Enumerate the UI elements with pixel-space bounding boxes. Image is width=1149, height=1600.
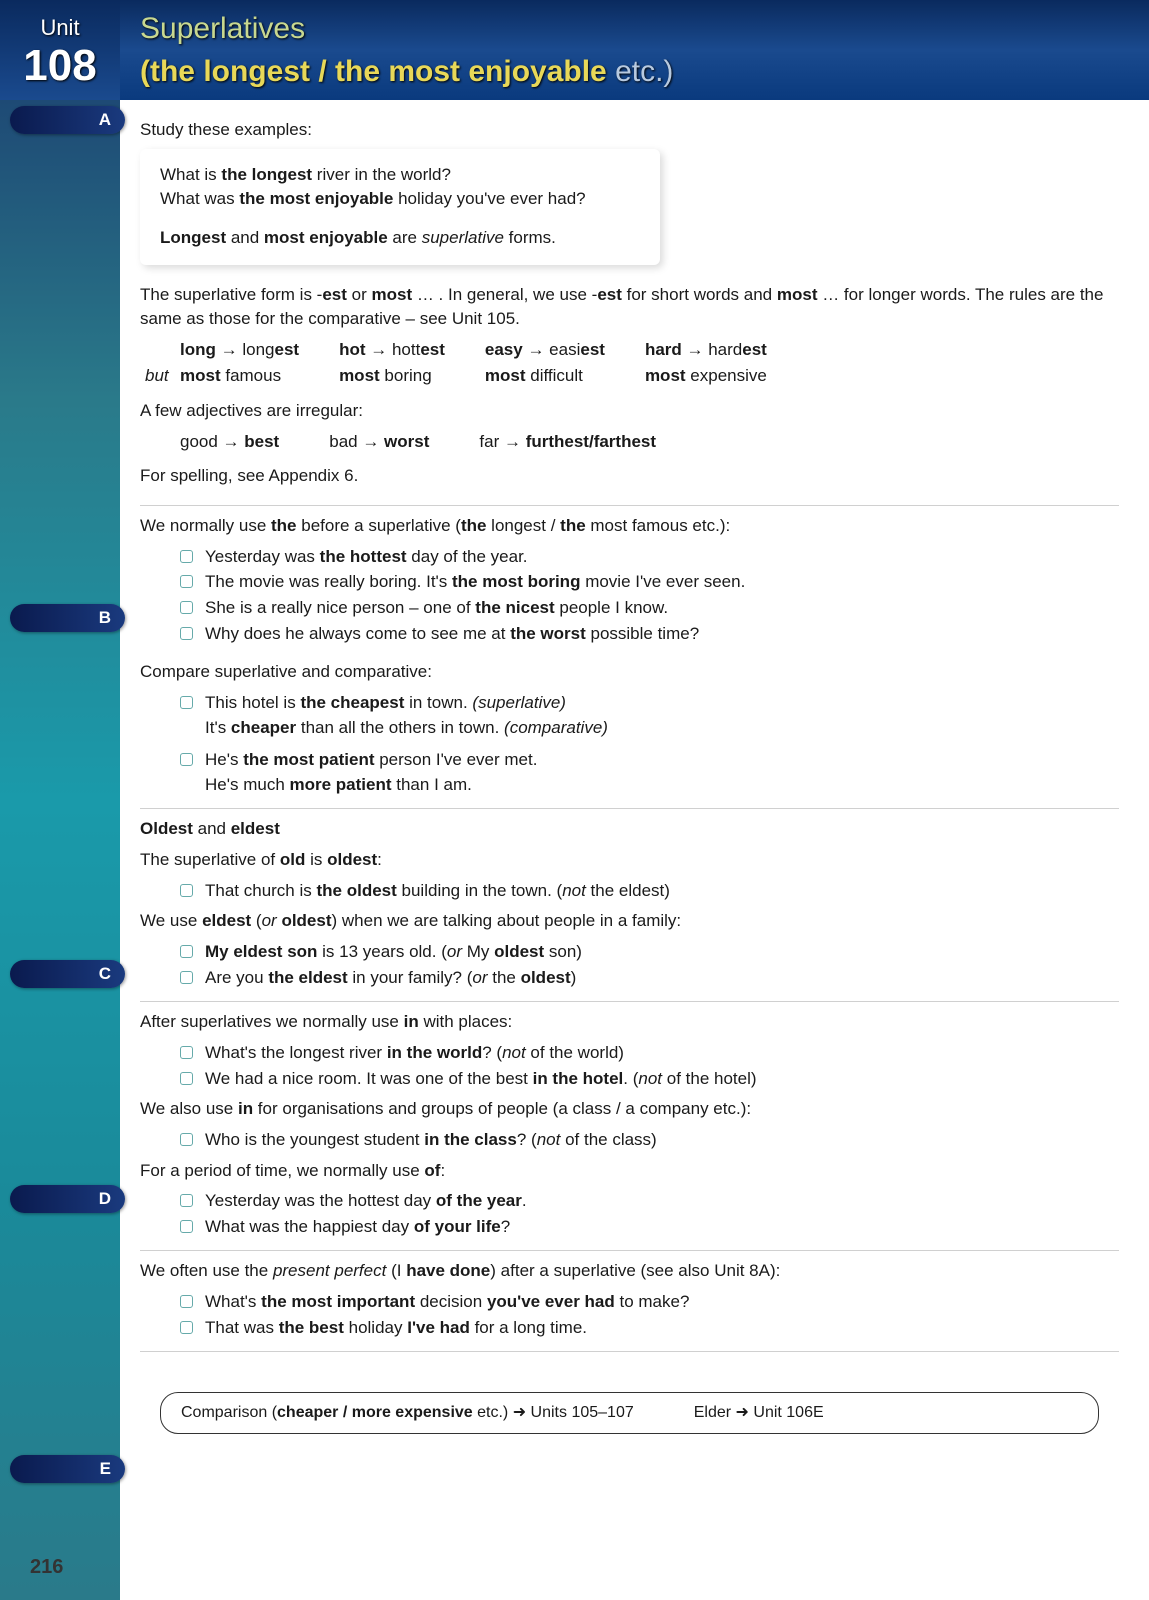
grid-r2c2: most boring [339,364,445,389]
grid-r1c2: hot → hottest [339,338,445,363]
e-bullets: What's the most important decision you'v… [140,1290,1119,1340]
d-bullets-2: Who is the youngest student in the class… [140,1128,1119,1153]
list-item: She is a really nice person – one of the… [180,596,1119,621]
list-item: The movie was really boring. It's the mo… [180,570,1119,595]
page-number: 216 [30,1553,63,1582]
header-title-2: (the longest / the most enjoyable etc.) [140,50,1149,94]
bullet-icon [180,1046,193,1059]
c-p2: We use eldest (or oldest) when we are ta… [140,909,1119,934]
d-p1: After superlatives we normally use in wi… [140,1010,1119,1035]
b-p2: Compare superlative and comparative: [140,660,1119,685]
a-intro: Study these examples: [140,118,1119,143]
e-p1: We often use the present perfect (I have… [140,1259,1119,1284]
list-item: What was the happiest day of your life? [180,1215,1119,1240]
c-p1: The superlative of old is oldest: [140,848,1119,873]
footer-link-2: Elder ➜ Unit 106E [694,1401,824,1424]
bullet-icon [180,884,193,897]
b-p1: We normally use the before a superlative… [140,514,1119,539]
section-e: We often use the present perfect (I have… [140,1259,1119,1352]
list-item: He's the most patient person I've ever m… [180,748,1119,797]
bullet-icon [180,945,193,958]
d-p2: We also use in for organisations and gro… [140,1097,1119,1122]
irreg-3: far → furthest/farthest [479,430,656,455]
c-bullets-2: My eldest son is 13 years old. (or My ol… [140,940,1119,990]
section-d: After superlatives we normally use in wi… [140,1010,1119,1251]
callout-line-1: What is the longest river in the world? [160,163,640,188]
a-p3: For spelling, see Appendix 6. [140,464,1119,489]
bullet-icon [180,1295,193,1308]
a-p2: A few adjectives are irregular: [140,399,1119,424]
bullet-icon [180,1133,193,1146]
grid-r1c4: hard → hardest [645,338,767,363]
list-item: Who is the youngest student in the class… [180,1128,1119,1153]
irregular-row: good → best bad → worst far → furthest/f… [140,430,1119,455]
unit-badge: Unit 108 [0,0,120,100]
list-item: That was the best holiday I've had for a… [180,1316,1119,1341]
d-bullets-3: Yesterday was the hottest day of the yea… [140,1189,1119,1239]
bullet-icon [180,1194,193,1207]
callout-box: What is the longest river in the world? … [140,149,660,265]
content: Study these examples: What is the longes… [120,100,1149,1464]
header-title-bold: (the longest / the most enjoyable [140,55,607,88]
footer-link-1: Comparison (cheaper / more expensive etc… [181,1401,634,1424]
sidebar: Unit 108 A B C D E 216 [0,0,120,1600]
bullet-icon [180,1072,193,1085]
page: Unit 108 A B C D E 216 Superlatives (the… [0,0,1149,1600]
bullet-icon [180,601,193,614]
callout-line-2: What was the most enjoyable holiday you'… [160,187,640,212]
d-bullets-1: What's the longest river in the world? (… [140,1041,1119,1091]
grid-r1c3: easy → easiest [485,338,605,363]
list-item: My eldest son is 13 years old. (or My ol… [180,940,1119,965]
b-bullets-1: Yesterday was the hottest day of the yea… [140,545,1119,647]
section-tab-c: C [10,960,125,988]
bullet-icon [180,696,193,709]
b-bullets-2: This hotel is the cheapest in town. (sup… [140,691,1119,798]
word-grid: long → longest hot → hottest easy → easi… [140,338,1119,389]
list-item: What's the most important decision you'v… [180,1290,1119,1315]
callout-line-3: Longest and most enjoyable are superlati… [160,226,640,251]
section-b: We normally use the before a superlative… [140,514,1119,809]
bullet-icon [180,550,193,563]
header: Superlatives (the longest / the most enj… [120,0,1149,100]
bullet-icon [180,575,193,588]
bullet-icon [180,971,193,984]
header-title-etc: etc.) [607,55,674,88]
footer-box: Comparison (cheaper / more expensive etc… [160,1392,1099,1433]
grid-r2c1: butmost famous [180,364,299,389]
list-item: Yesterday was the hottest day of the yea… [180,1189,1119,1214]
list-item: This hotel is the cheapest in town. (sup… [180,691,1119,740]
bullet-icon [180,1321,193,1334]
irreg-1: good → best [180,430,279,455]
section-tab-e: E [10,1455,125,1483]
irreg-2: bad → worst [329,430,429,455]
a-p1: The superlative form is -est or most … .… [140,283,1119,332]
list-item: We had a nice room. It was one of the be… [180,1067,1119,1092]
unit-label: Unit [0,12,120,44]
list-item: What's the longest river in the world? (… [180,1041,1119,1066]
bullet-icon [180,1220,193,1233]
list-item: Why does he always come to see me at the… [180,622,1119,647]
bullet-icon [180,753,193,766]
list-item: That church is the oldest building in th… [180,879,1119,904]
unit-number: 108 [0,44,120,88]
grid-r1c1: long → longest [180,338,299,363]
content-wrap: Superlatives (the longest / the most enj… [120,0,1149,1600]
c-bullets-1: That church is the oldest building in th… [140,879,1119,904]
c-heading: Oldest and eldest [140,817,1119,842]
section-a: Study these examples: What is the longes… [140,118,1119,506]
grid-r2c4: most expensive [645,364,767,389]
section-tab-d: D [10,1185,125,1213]
section-tab-b: B [10,604,125,632]
list-item: Yesterday was the hottest day of the yea… [180,545,1119,570]
section-c: Oldest and eldest The superlative of old… [140,817,1119,1002]
list-item: Are you the eldest in your family? (or t… [180,966,1119,991]
grid-r2c3: most difficult [485,364,605,389]
d-p3: For a period of time, we normally use of… [140,1159,1119,1184]
section-tab-a: A [10,106,125,134]
bullet-icon [180,627,193,640]
header-title-1: Superlatives [140,7,1149,51]
